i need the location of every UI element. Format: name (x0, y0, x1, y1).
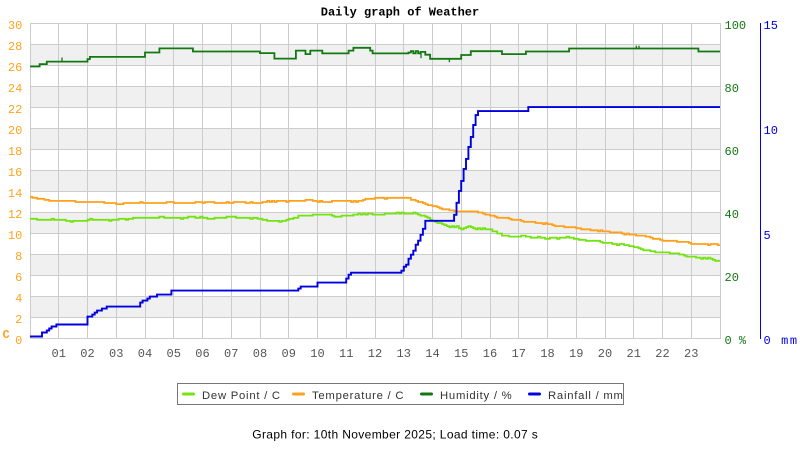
svg-text:2: 2 (15, 313, 22, 327)
svg-text:08: 08 (253, 347, 267, 361)
svg-text:0 %: 0 % (725, 334, 747, 348)
svg-text:06: 06 (195, 347, 209, 361)
svg-text:28: 28 (8, 40, 22, 54)
svg-text:04: 04 (138, 347, 152, 361)
svg-text:15: 15 (764, 19, 778, 33)
svg-text:10: 10 (310, 347, 324, 361)
svg-text:05: 05 (167, 347, 181, 361)
svg-text:24: 24 (8, 82, 22, 96)
svg-text:15: 15 (454, 347, 468, 361)
svg-text:22: 22 (8, 103, 22, 117)
svg-text:5: 5 (764, 229, 771, 243)
svg-text:03: 03 (109, 347, 123, 361)
svg-text:Rainfall / mm: Rainfall / mm (548, 390, 624, 402)
svg-text:14: 14 (8, 187, 22, 201)
svg-text:13: 13 (397, 347, 411, 361)
svg-text:02: 02 (80, 347, 94, 361)
svg-text:Daily graph of Weather: Daily graph of Weather (321, 6, 479, 20)
svg-text:07: 07 (224, 347, 238, 361)
svg-text:80: 80 (725, 82, 739, 96)
svg-text:18: 18 (540, 347, 554, 361)
svg-text:20: 20 (725, 271, 739, 285)
svg-text:16: 16 (483, 347, 497, 361)
svg-text:C: C (3, 328, 10, 342)
svg-text:10: 10 (764, 124, 778, 138)
svg-text:12: 12 (8, 208, 22, 222)
svg-text:30: 30 (8, 19, 22, 33)
svg-text:8: 8 (15, 250, 22, 264)
svg-text:26: 26 (8, 61, 22, 75)
svg-text:20: 20 (598, 347, 612, 361)
svg-text:0: 0 (15, 334, 22, 348)
svg-text:10: 10 (8, 229, 22, 243)
svg-text:09: 09 (282, 347, 296, 361)
svg-text:20: 20 (8, 124, 22, 138)
svg-text:12: 12 (368, 347, 382, 361)
svg-text:Temperature / C: Temperature / C (312, 390, 404, 402)
svg-text:Dew Point / C: Dew Point / C (202, 390, 281, 402)
svg-text:23: 23 (684, 347, 698, 361)
svg-text:11: 11 (339, 347, 353, 361)
svg-text:22: 22 (655, 347, 669, 361)
svg-text:40: 40 (725, 208, 739, 222)
svg-text:16: 16 (8, 166, 22, 180)
svg-text:6: 6 (15, 271, 22, 285)
svg-text:Graph for: 10th November 2025;: Graph for: 10th November 2025; Load time… (252, 428, 538, 442)
svg-text:18: 18 (8, 145, 22, 159)
svg-text:60: 60 (725, 145, 739, 159)
svg-text:21: 21 (627, 347, 641, 361)
svg-text:14: 14 (425, 347, 439, 361)
svg-text:17: 17 (512, 347, 526, 361)
svg-text:01: 01 (52, 347, 66, 361)
svg-text:Humidity / %: Humidity / % (440, 390, 512, 402)
svg-text:4: 4 (15, 292, 22, 306)
svg-text:19: 19 (569, 347, 583, 361)
svg-text:100: 100 (725, 19, 747, 33)
svg-text:0 mm: 0 mm (764, 334, 799, 348)
